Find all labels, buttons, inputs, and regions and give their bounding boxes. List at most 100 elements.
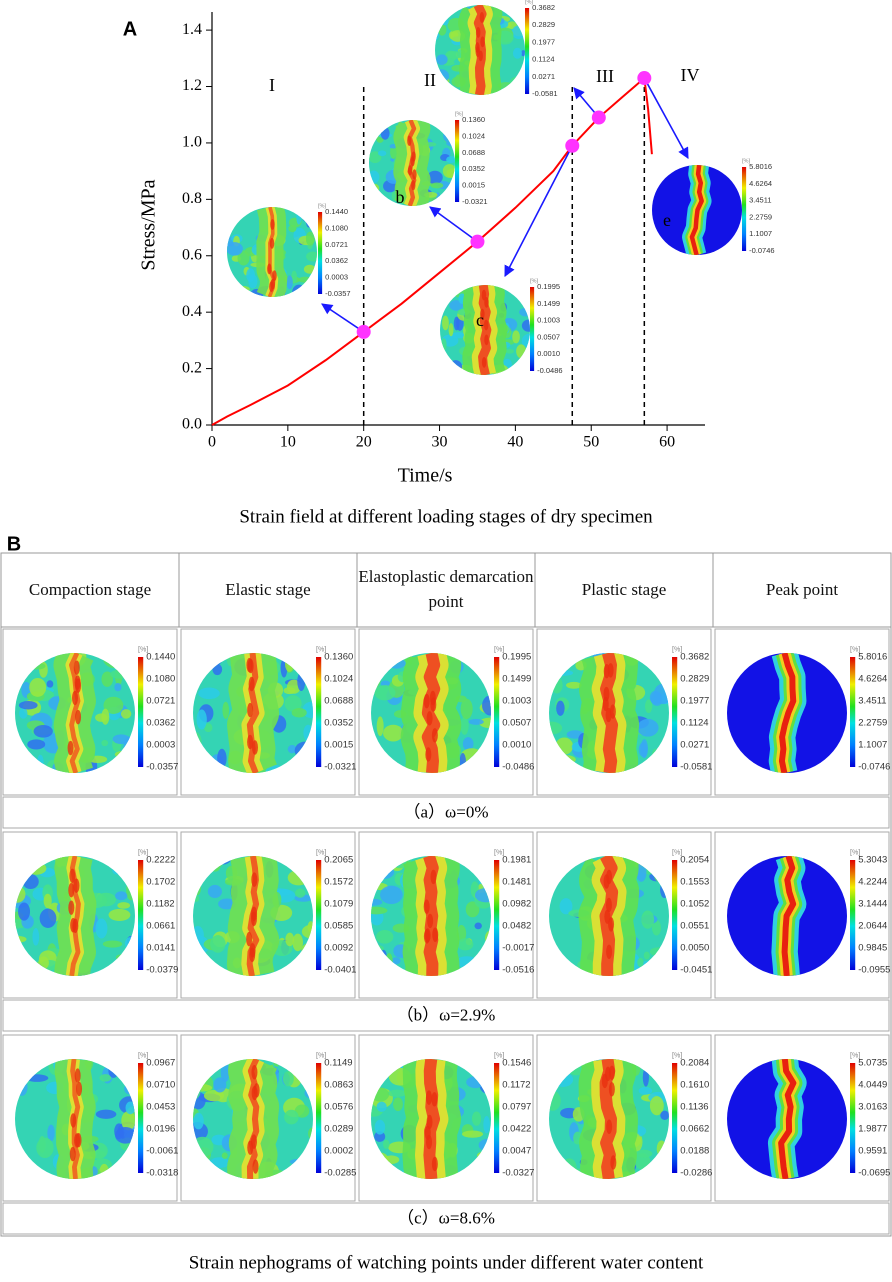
nephogram-patch [18, 653, 37, 668]
nephogram-patch [296, 210, 302, 225]
header-box: Plastic stage [582, 580, 667, 599]
colorbar-tick-label: 0.2054 [680, 855, 709, 866]
colorbar-tick-label: 0.0015 [324, 740, 353, 751]
nephogram [15, 1059, 135, 1179]
hot-spot [70, 918, 77, 933]
nephogram-patch [16, 1078, 28, 1096]
column-header: Elastic stage [225, 579, 311, 599]
strain-band [423, 1059, 441, 1179]
nephogram-patch [292, 933, 304, 952]
nephogram-patch [371, 865, 395, 880]
nephogram-patch [193, 1080, 201, 1100]
nephogram-patch [15, 885, 26, 903]
nephogram-patch [285, 932, 295, 947]
y-tick-label: 0.8 [182, 190, 202, 207]
nephogram-patch [380, 126, 390, 140]
nephogram-patch [193, 1059, 201, 1069]
colorbar [494, 1063, 500, 1173]
nephogram-patch [371, 749, 384, 768]
colorbar-unit: [%] [316, 848, 326, 856]
nephogram-patch [512, 47, 523, 59]
nephogram-patch [291, 708, 307, 718]
colorbar-tick-label: 0.0585 [324, 921, 353, 932]
colorbar-tick-label: 0.1572 [324, 877, 353, 888]
nephogram-patch [112, 734, 130, 744]
hot-spot [250, 1134, 257, 1149]
nephogram [15, 653, 135, 773]
hot-spot [606, 1119, 613, 1134]
nephogram-patch [28, 662, 46, 670]
nephogram-patch [305, 212, 313, 228]
nephogram-patch [194, 880, 202, 896]
nephogram-patch [227, 271, 234, 284]
nephogram-patch [478, 958, 491, 975]
nephogram-patch [644, 1060, 657, 1072]
nephogram-patch [36, 754, 44, 771]
colorbar-unit: [%] [494, 848, 504, 856]
image-cell [358, 628, 534, 796]
colorbar-tick-label: -0.0486 [537, 366, 562, 375]
hot-spot [475, 46, 481, 58]
colorbar-tick-label: 0.0362 [325, 256, 348, 265]
nephogram-patch [283, 687, 296, 695]
nephogram-patch [293, 1059, 305, 1074]
nephogram-patch [440, 18, 449, 26]
hot-spot [604, 909, 611, 924]
nephogram-patch [284, 655, 294, 672]
nephogram-patch [655, 749, 665, 764]
inset-label: c [476, 310, 484, 330]
colorbar-tick-label: 5.3043 [858, 855, 887, 866]
nephogram [435, 5, 525, 95]
hot-spot [267, 263, 272, 275]
colorbar-tick-label: 0.0196 [146, 1124, 175, 1135]
nephogram [549, 856, 669, 976]
nephogram-patch [98, 1163, 110, 1179]
nephogram-patch [237, 250, 250, 266]
colorbar-tick-label: 0.0453 [146, 1102, 175, 1113]
hot-spot [608, 1082, 615, 1097]
nephogram-patch [124, 1083, 135, 1095]
nephogram [371, 1059, 491, 1179]
colorbar-tick-label: 0.0289 [324, 1124, 353, 1135]
nephogram-patch [549, 856, 561, 860]
nephogram-patch [99, 1074, 112, 1082]
colorbar-tick-label: 0.0188 [680, 1146, 709, 1157]
hot-spot [423, 929, 430, 944]
colorbar-tick-label: 0.1553 [680, 877, 709, 888]
image-cell [2, 628, 178, 796]
colorbar [455, 120, 460, 202]
nephogram-patch [476, 857, 491, 865]
hot-spot [408, 165, 413, 176]
nephogram-patch [27, 739, 46, 750]
colorbar-unit: [%] [316, 645, 326, 653]
colorbar-tick-label: 2.2759 [749, 212, 772, 221]
colorbar-tick-label: -0.0451 [680, 965, 712, 976]
strain-band [689, 165, 704, 255]
nephogram-patch [217, 748, 227, 769]
nephogram-patch [556, 656, 565, 672]
colorbar-tick-label: 0.1003 [502, 696, 531, 707]
nephogram-patch [460, 1060, 473, 1069]
colorbar-tick-label: -0.0321 [462, 197, 487, 206]
nephogram-patch [511, 25, 525, 39]
colorbar-tick-label: 0.0002 [324, 1146, 353, 1157]
colorbar-tick-label: -0.0746 [749, 246, 774, 255]
nephogram-patch [108, 908, 131, 921]
colorbar [494, 860, 500, 970]
nephogram-patch [479, 1075, 491, 1094]
nephogram-patch [477, 1059, 491, 1066]
nephogram-patch [369, 151, 382, 164]
nephogram-patch [387, 658, 406, 669]
colorbar-tick-label: 0.1079 [324, 899, 353, 910]
nephogram-patch [551, 676, 563, 694]
inset-label: b [396, 187, 405, 207]
nephogram-patch [43, 893, 52, 909]
nephogram-patch [209, 1157, 230, 1168]
nephogram-patch [649, 690, 662, 705]
colorbar-tick-label: 0.0003 [146, 740, 175, 751]
nephogram [227, 207, 317, 297]
colorbar [316, 860, 322, 970]
colorbar-tick-label: 0.1499 [537, 299, 560, 308]
nephogram-patch [227, 207, 234, 211]
caption-cell [2, 999, 890, 1032]
